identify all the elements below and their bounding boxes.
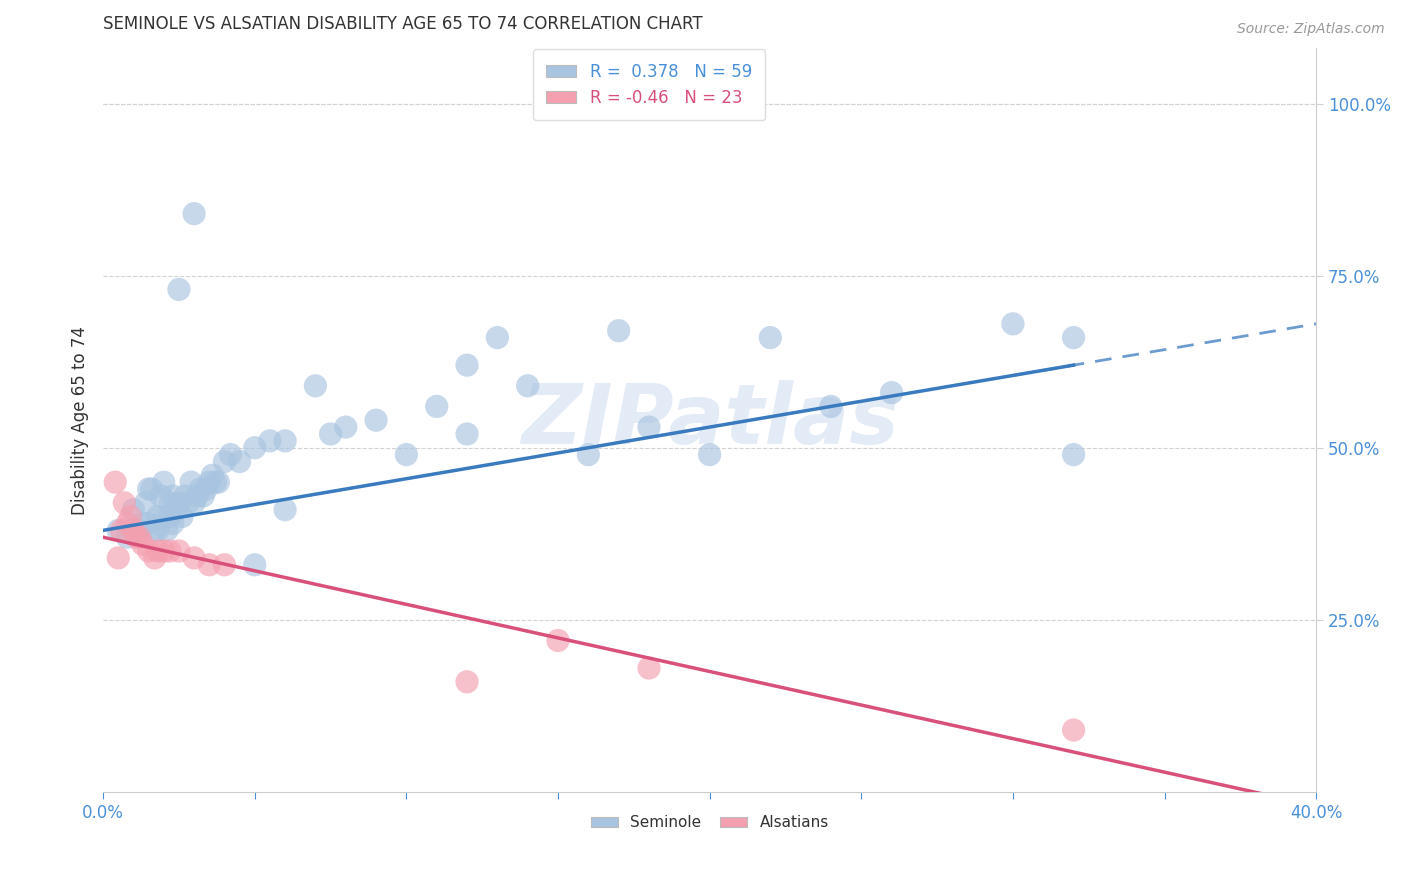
Point (152, 509, 174, 524)
Point (146, 524, 169, 538)
Point (198, 475, 221, 490)
Point (104, 475, 127, 490)
Point (456, 674, 478, 689)
Point (183, 496, 205, 510)
Point (183, 207, 205, 221)
Point (122, 502, 145, 516)
Point (274, 502, 297, 516)
Point (146, 509, 169, 524)
Point (456, 358, 478, 372)
Point (319, 427, 342, 442)
Point (141, 482, 163, 496)
Point (186, 489, 208, 503)
Point (165, 502, 187, 516)
Point (219, 448, 242, 462)
Point (880, 385, 903, 400)
Point (110, 524, 132, 538)
Point (174, 489, 197, 503)
Point (177, 496, 200, 510)
Point (304, 378, 326, 392)
Point (335, 420, 357, 434)
Point (1063, 330, 1085, 344)
Point (214, 454, 236, 468)
Point (201, 468, 224, 483)
Point (131, 537, 153, 551)
Point (162, 516, 184, 531)
Point (122, 524, 145, 538)
Point (516, 378, 538, 392)
Point (159, 544, 181, 558)
Point (486, 330, 509, 344)
Point (195, 482, 218, 496)
Point (638, 661, 661, 675)
Point (170, 509, 193, 524)
Point (456, 427, 478, 442)
Point (143, 524, 166, 538)
Point (149, 489, 172, 503)
Point (395, 448, 418, 462)
Point (204, 475, 226, 490)
Point (547, 633, 569, 648)
Point (243, 558, 266, 572)
Legend: Seminole, Alsatians: Seminole, Alsatians (585, 809, 835, 837)
Point (607, 324, 630, 338)
Point (1063, 448, 1085, 462)
Point (125, 530, 148, 544)
Point (198, 558, 221, 572)
Point (699, 448, 721, 462)
Point (188, 482, 211, 496)
Point (159, 509, 181, 524)
Point (1001, 317, 1024, 331)
Point (638, 420, 661, 434)
Text: SEMINOLE VS ALSATIAN DISABILITY AGE 65 TO 74 CORRELATION CHART: SEMINOLE VS ALSATIAN DISABILITY AGE 65 T… (103, 15, 703, 33)
Point (364, 413, 387, 427)
Point (228, 454, 250, 468)
Point (128, 524, 150, 538)
Point (162, 489, 184, 503)
Point (122, 524, 145, 538)
Point (107, 524, 129, 538)
Point (138, 544, 160, 558)
Text: Source: ZipAtlas.com: Source: ZipAtlas.com (1237, 22, 1385, 37)
Point (107, 550, 129, 565)
Point (167, 496, 190, 510)
Point (117, 516, 139, 531)
Point (128, 530, 150, 544)
Point (117, 530, 139, 544)
Point (259, 434, 281, 448)
Point (426, 400, 449, 414)
Point (138, 516, 160, 531)
Point (193, 489, 215, 503)
Text: ZIPatlas: ZIPatlas (520, 380, 898, 460)
Point (207, 475, 229, 490)
Point (112, 496, 135, 510)
Point (759, 330, 782, 344)
Point (243, 441, 266, 455)
Point (820, 400, 842, 414)
Point (159, 496, 181, 510)
Point (156, 524, 179, 538)
Point (214, 558, 236, 572)
Y-axis label: Disability Age 65 to 74: Disability Age 65 to 74 (72, 326, 89, 515)
Point (135, 496, 157, 510)
Point (576, 448, 599, 462)
Point (143, 550, 166, 565)
Point (120, 509, 142, 524)
Point (274, 434, 297, 448)
Point (152, 544, 174, 558)
Point (146, 544, 169, 558)
Point (1063, 723, 1085, 737)
Point (167, 544, 190, 558)
Point (138, 482, 160, 496)
Point (183, 550, 205, 565)
Point (152, 475, 174, 490)
Point (131, 516, 153, 531)
Point (180, 475, 202, 490)
Point (167, 282, 190, 296)
